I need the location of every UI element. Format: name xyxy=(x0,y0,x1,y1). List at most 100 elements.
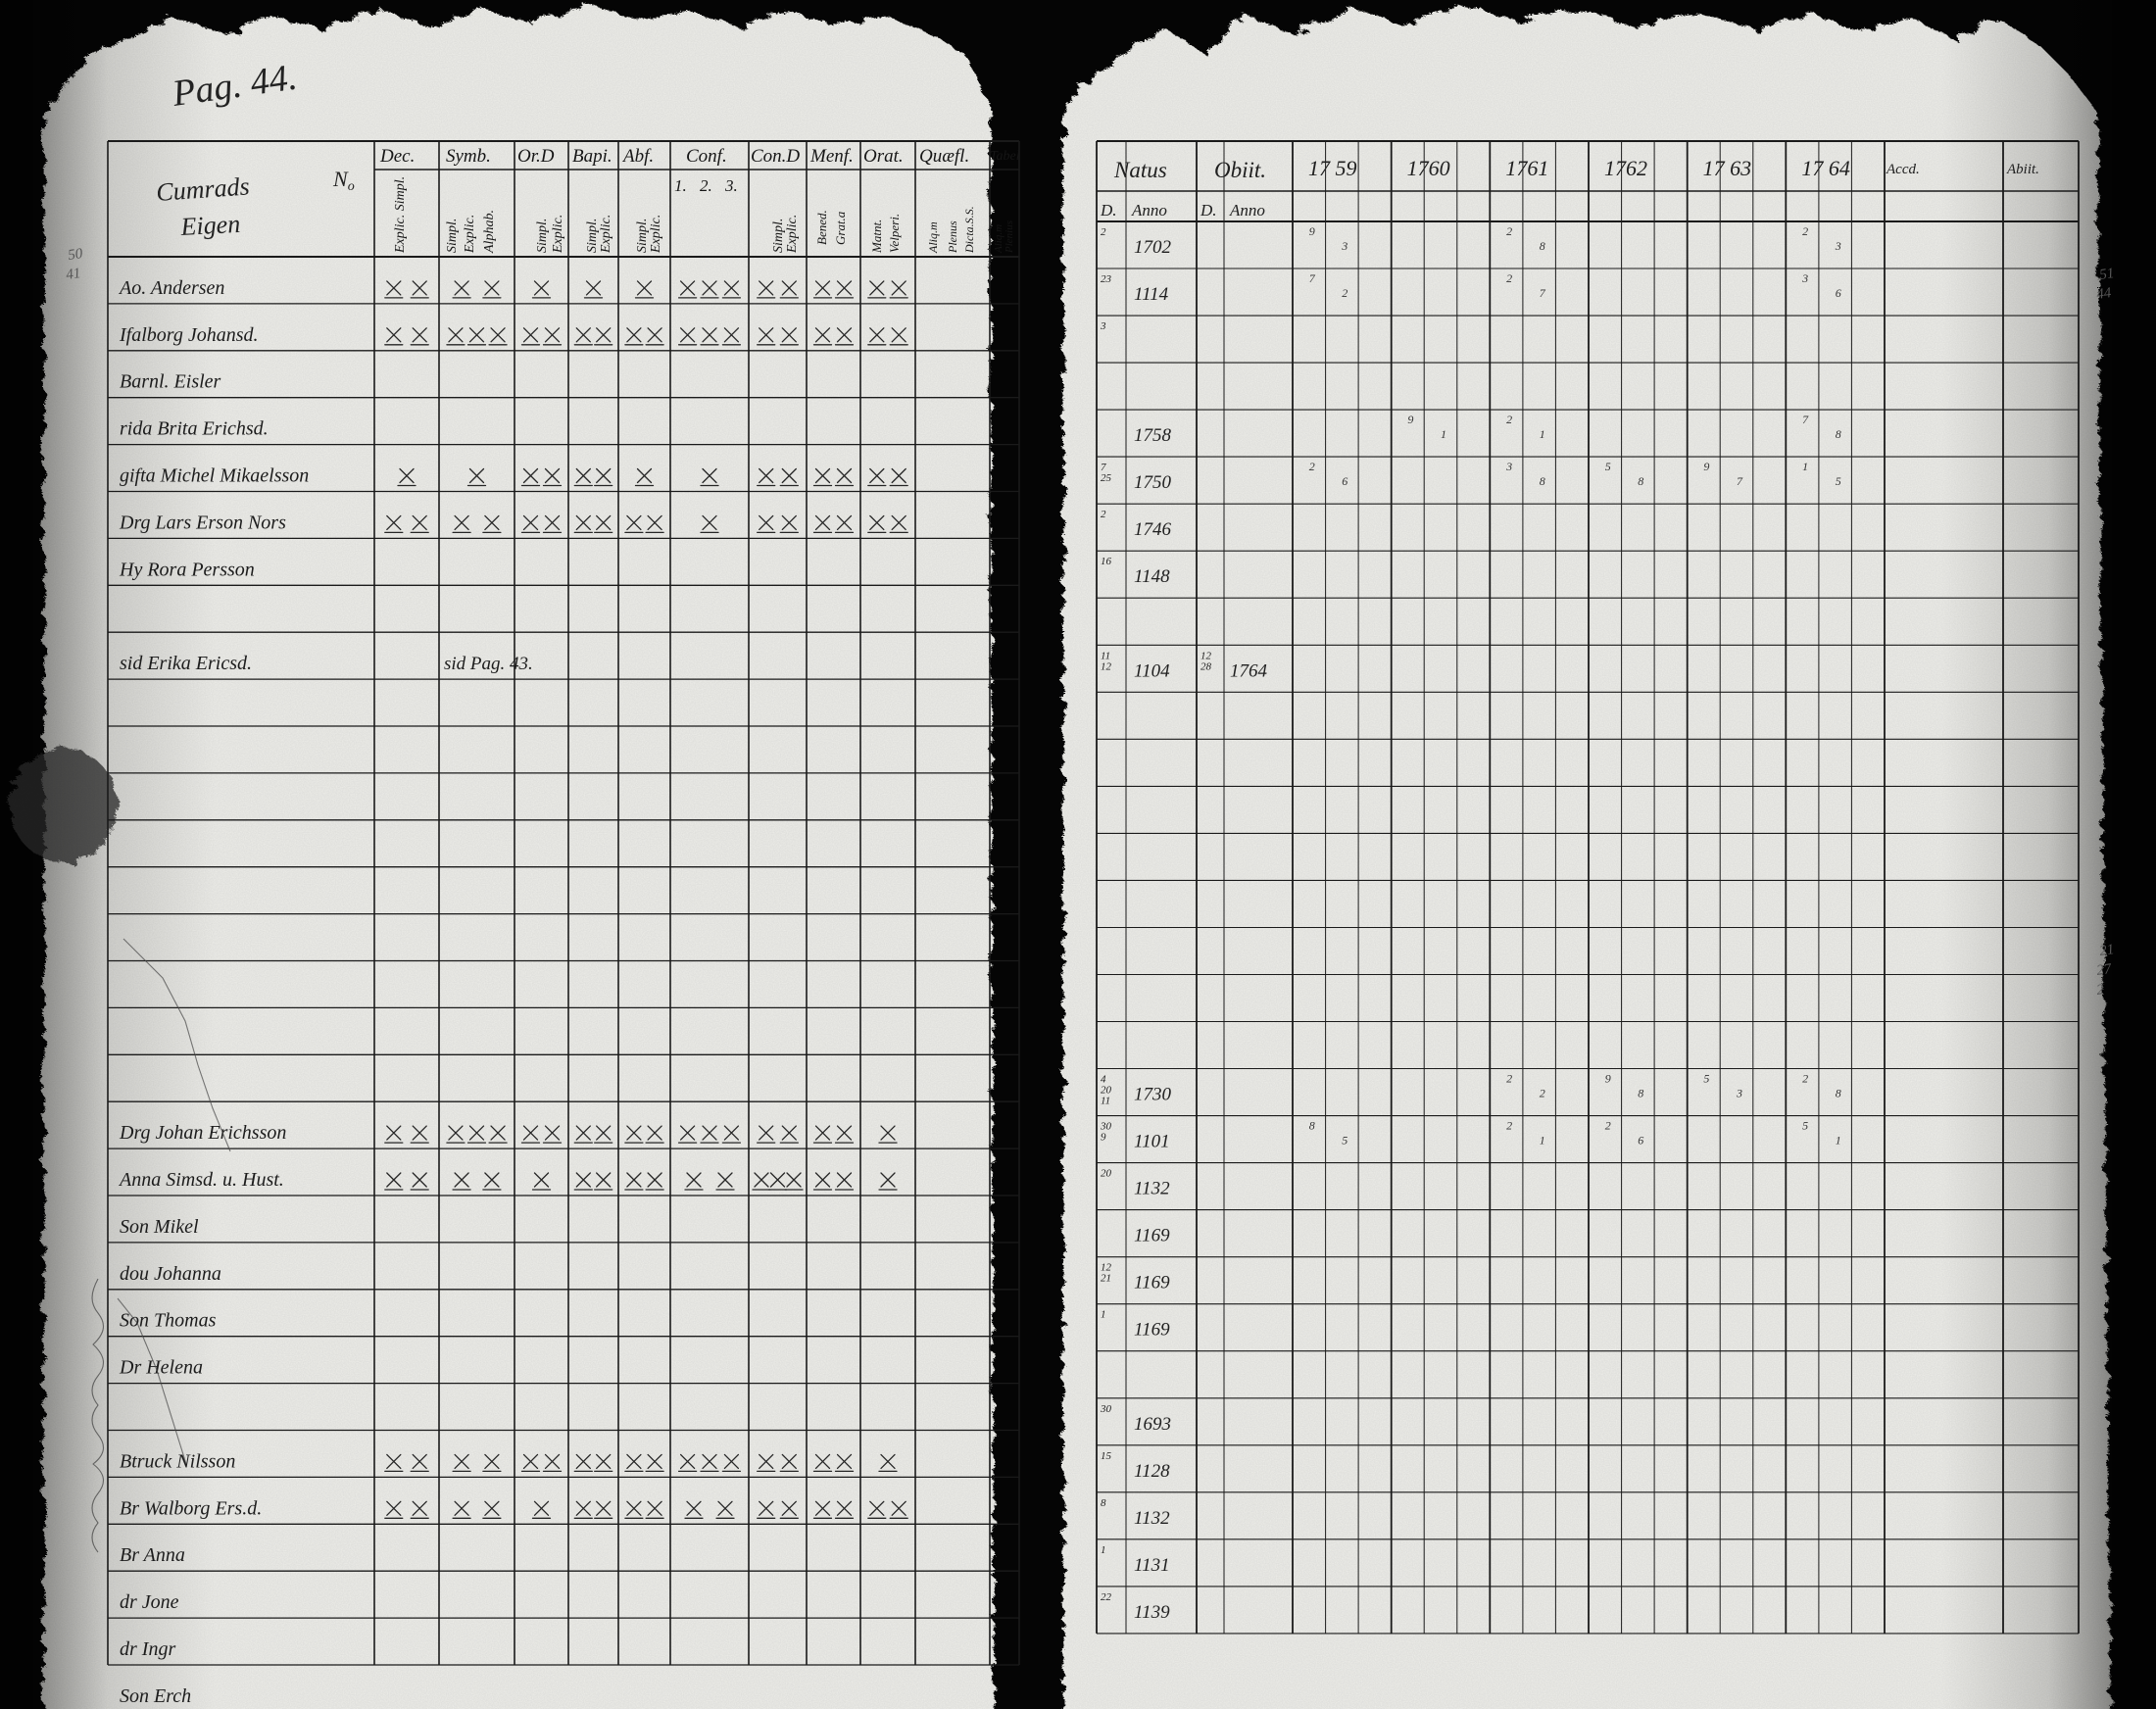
svg-text:17 64: 17 64 xyxy=(1801,156,1850,180)
svg-text:gifta Michel Mikaelsson: gifta Michel Mikaelsson xyxy=(120,465,309,487)
svg-text:1: 1 xyxy=(1101,1544,1106,1556)
svg-text:Aliq.m: Aliq.m xyxy=(926,221,940,254)
svg-text:5: 5 xyxy=(1802,1119,1808,1133)
svg-text:17 59: 17 59 xyxy=(1308,156,1357,180)
svg-text:dou Johanna: dou Johanna xyxy=(120,1263,221,1285)
svg-text:3: 3 xyxy=(1801,271,1808,285)
svg-text:3.: 3. xyxy=(724,176,738,195)
svg-text:Matnt.: Matnt. xyxy=(869,220,884,254)
svg-text:Plenius: Plenius xyxy=(1004,220,1015,254)
svg-text:1169: 1169 xyxy=(1134,1226,1170,1246)
svg-text:2: 2 xyxy=(1506,1119,1512,1133)
svg-text:Natus: Natus xyxy=(1113,158,1167,182)
svg-text:21: 21 xyxy=(2098,942,2115,959)
svg-text:6: 6 xyxy=(1638,1134,1643,1147)
svg-text:rida Brita Erichsd.: rida Brita Erichsd. xyxy=(120,418,269,440)
svg-text:2: 2 xyxy=(1605,1119,1611,1133)
svg-text:1730: 1730 xyxy=(1134,1085,1172,1105)
svg-text:11: 11 xyxy=(1101,1096,1110,1107)
svg-text:5: 5 xyxy=(1605,460,1611,473)
svg-text:2: 2 xyxy=(1540,1087,1545,1100)
svg-text:Symb.: Symb. xyxy=(446,146,491,167)
svg-text:44: 44 xyxy=(2095,285,2113,303)
svg-text:Conf.: Conf. xyxy=(686,146,727,167)
svg-text:Bened.: Bened. xyxy=(814,210,829,245)
svg-text:2.: 2. xyxy=(700,176,712,195)
svg-text:2: 2 xyxy=(1506,224,1512,238)
svg-text:1: 1 xyxy=(1540,1134,1545,1147)
svg-text:sid Erika Ericsd.: sid Erika Ericsd. xyxy=(120,653,252,674)
svg-text:41: 41 xyxy=(65,266,81,283)
svg-text:50: 50 xyxy=(67,246,84,264)
svg-text:Simpl.: Simpl. xyxy=(585,219,600,253)
svg-text:20: 20 xyxy=(1101,1168,1112,1180)
svg-text:Dr Helena: Dr Helena xyxy=(119,1357,203,1379)
svg-text:Explic.: Explic. xyxy=(551,215,565,254)
svg-text:Bapi.: Bapi. xyxy=(572,146,612,167)
svg-text:No: No xyxy=(332,167,355,194)
svg-text:1.: 1. xyxy=(674,176,687,195)
svg-text:9: 9 xyxy=(1703,460,1709,473)
svg-text:Simpl.: Simpl. xyxy=(771,219,786,253)
svg-text:D.: D. xyxy=(1100,201,1117,220)
svg-text:3: 3 xyxy=(1835,239,1841,253)
svg-text:Orat.: Orat. xyxy=(863,146,904,167)
svg-text:23: 23 xyxy=(1101,273,1112,285)
svg-text:2: 2 xyxy=(2095,982,2105,999)
svg-text:1702: 1702 xyxy=(1134,237,1172,258)
svg-text:9: 9 xyxy=(1407,413,1413,426)
svg-text:1: 1 xyxy=(1802,460,1808,473)
svg-text:Anno: Anno xyxy=(1131,201,1167,220)
svg-text:Simpl.: Simpl. xyxy=(445,219,460,253)
svg-text:1: 1 xyxy=(1101,1309,1106,1321)
svg-text:Ao. Andersen: Ao. Andersen xyxy=(118,277,224,299)
svg-text:28: 28 xyxy=(1200,660,1212,672)
svg-text:7: 7 xyxy=(1309,271,1316,285)
svg-text:1: 1 xyxy=(1540,427,1545,441)
svg-text:1: 1 xyxy=(1441,427,1446,441)
svg-text:2: 2 xyxy=(1101,226,1106,238)
svg-text:1746: 1746 xyxy=(1134,519,1172,540)
svg-text:Menf.: Menf. xyxy=(809,146,854,167)
svg-text:Br Anna: Br Anna xyxy=(120,1544,185,1566)
svg-text:D.: D. xyxy=(1200,201,1217,220)
svg-text:30: 30 xyxy=(1100,1403,1112,1415)
svg-text:1104: 1104 xyxy=(1134,660,1170,681)
svg-text:2: 2 xyxy=(1309,460,1315,473)
svg-text:Barnl. Eisler: Barnl. Eisler xyxy=(120,371,221,393)
svg-text:Btruck Nilsson: Btruck Nilsson xyxy=(120,1450,235,1472)
svg-text:2: 2 xyxy=(1506,413,1512,426)
svg-text:1132: 1132 xyxy=(1134,1508,1170,1529)
svg-text:2: 2 xyxy=(1802,1072,1808,1086)
svg-text:Explic.: Explic. xyxy=(649,215,663,254)
svg-text:8: 8 xyxy=(1638,1087,1643,1100)
svg-text:Pag. 44.: Pag. 44. xyxy=(169,57,299,116)
svg-text:Explic.: Explic. xyxy=(463,215,477,254)
svg-text:5: 5 xyxy=(1836,474,1841,488)
svg-text:1: 1 xyxy=(1836,1134,1841,1147)
svg-text:Simpl.: Simpl. xyxy=(535,219,550,253)
svg-text:8: 8 xyxy=(1836,1087,1841,1100)
svg-text:1131: 1131 xyxy=(1134,1555,1170,1576)
svg-text:1101: 1101 xyxy=(1134,1132,1170,1152)
svg-text:Abiit.: Abiit. xyxy=(2006,162,2039,177)
svg-text:1758: 1758 xyxy=(1134,425,1172,446)
svg-text:2: 2 xyxy=(1802,224,1808,238)
svg-text:8: 8 xyxy=(1101,1497,1106,1509)
svg-text:Dicta.S.S.: Dicta.S.S. xyxy=(962,206,976,254)
svg-text:Anna Simsd. u. Hust.: Anna Simsd. u. Hust. xyxy=(118,1169,284,1191)
svg-text:8: 8 xyxy=(1836,427,1841,441)
svg-text:2: 2 xyxy=(1506,1072,1512,1086)
svg-text:Con.D: Con.D xyxy=(751,146,800,167)
svg-text:Drg Johan Erichsson: Drg Johan Erichsson xyxy=(119,1122,286,1144)
svg-text:Abf.: Abf. xyxy=(621,146,654,167)
svg-text:Anno: Anno xyxy=(1229,201,1265,220)
svg-text:dr Ingr: dr Ingr xyxy=(120,1638,175,1660)
svg-text:17 63: 17 63 xyxy=(1703,156,1752,180)
svg-text:27: 27 xyxy=(2095,961,2114,979)
svg-text:Son Erch: Son Erch xyxy=(120,1685,191,1707)
svg-text:1169: 1169 xyxy=(1134,1320,1170,1341)
svg-text:8: 8 xyxy=(1638,474,1643,488)
svg-text:Br Walborg Ers.d.: Br Walborg Ers.d. xyxy=(120,1497,262,1519)
svg-text:Simpl.: Simpl. xyxy=(635,219,650,253)
